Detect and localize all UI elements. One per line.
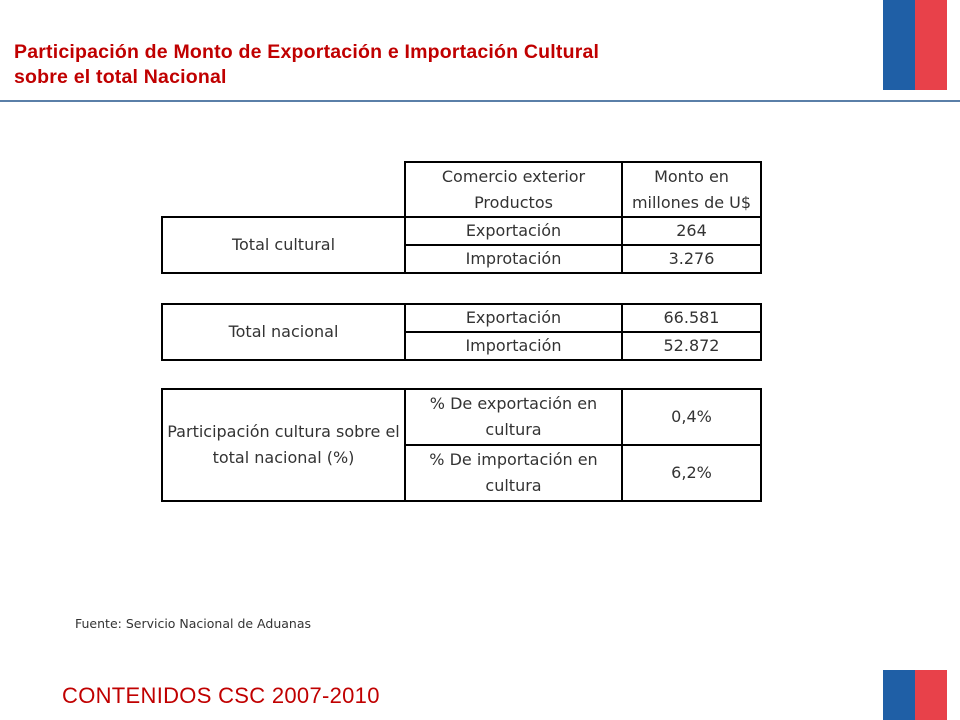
table-total-cultural: Comercio exterior Productos Monto en mil… xyxy=(161,161,762,274)
row-label: Importación xyxy=(404,331,623,361)
row-label: Exportación xyxy=(404,303,623,333)
table-participacion: Participación cultura sobre el total nac… xyxy=(161,388,762,502)
row-group-label: Total nacional xyxy=(161,303,406,361)
column-header-monto: Monto en millones de U$ xyxy=(621,161,762,218)
row-value: 6,2% xyxy=(621,444,762,502)
flag-stripe-top xyxy=(883,0,947,90)
row-value: 0,4% xyxy=(621,388,762,446)
row-label: Improtación xyxy=(404,244,623,274)
flag-blue-band xyxy=(883,670,915,720)
slide-title-line-2: sobre el total Nacional xyxy=(14,66,227,88)
footer-label: CONTENIDOS CSC 2007-2010 xyxy=(62,683,380,708)
column-header-comercio: Comercio exterior Productos xyxy=(404,161,623,218)
flag-stripe-bottom xyxy=(883,670,947,720)
row-value: 3.276 xyxy=(621,244,762,274)
row-value: 66.581 xyxy=(621,303,762,333)
table-total-nacional: Total nacional Exportación 66.581 Import… xyxy=(161,303,762,361)
row-value: 264 xyxy=(621,216,762,246)
table-corner-blank xyxy=(162,162,406,218)
row-label: Exportación xyxy=(404,216,623,246)
slide-title: Participación de Monto de Exportación e … xyxy=(14,40,854,90)
slide-title-line-1: Participación de Monto de Exportación e … xyxy=(14,41,600,63)
flag-red-band xyxy=(915,670,947,720)
title-divider xyxy=(0,100,960,102)
flag-red-band xyxy=(915,0,947,90)
flag-blue-band xyxy=(883,0,915,90)
source-note: Fuente: Servicio Nacional de Aduanas xyxy=(75,616,311,631)
row-value: 52.872 xyxy=(621,331,762,361)
row-group-label: Participación cultura sobre el total nac… xyxy=(161,388,406,502)
row-label: % De importación en cultura xyxy=(404,444,623,502)
row-label: % De exportación en cultura xyxy=(404,388,623,446)
row-group-label: Total cultural xyxy=(161,216,406,274)
